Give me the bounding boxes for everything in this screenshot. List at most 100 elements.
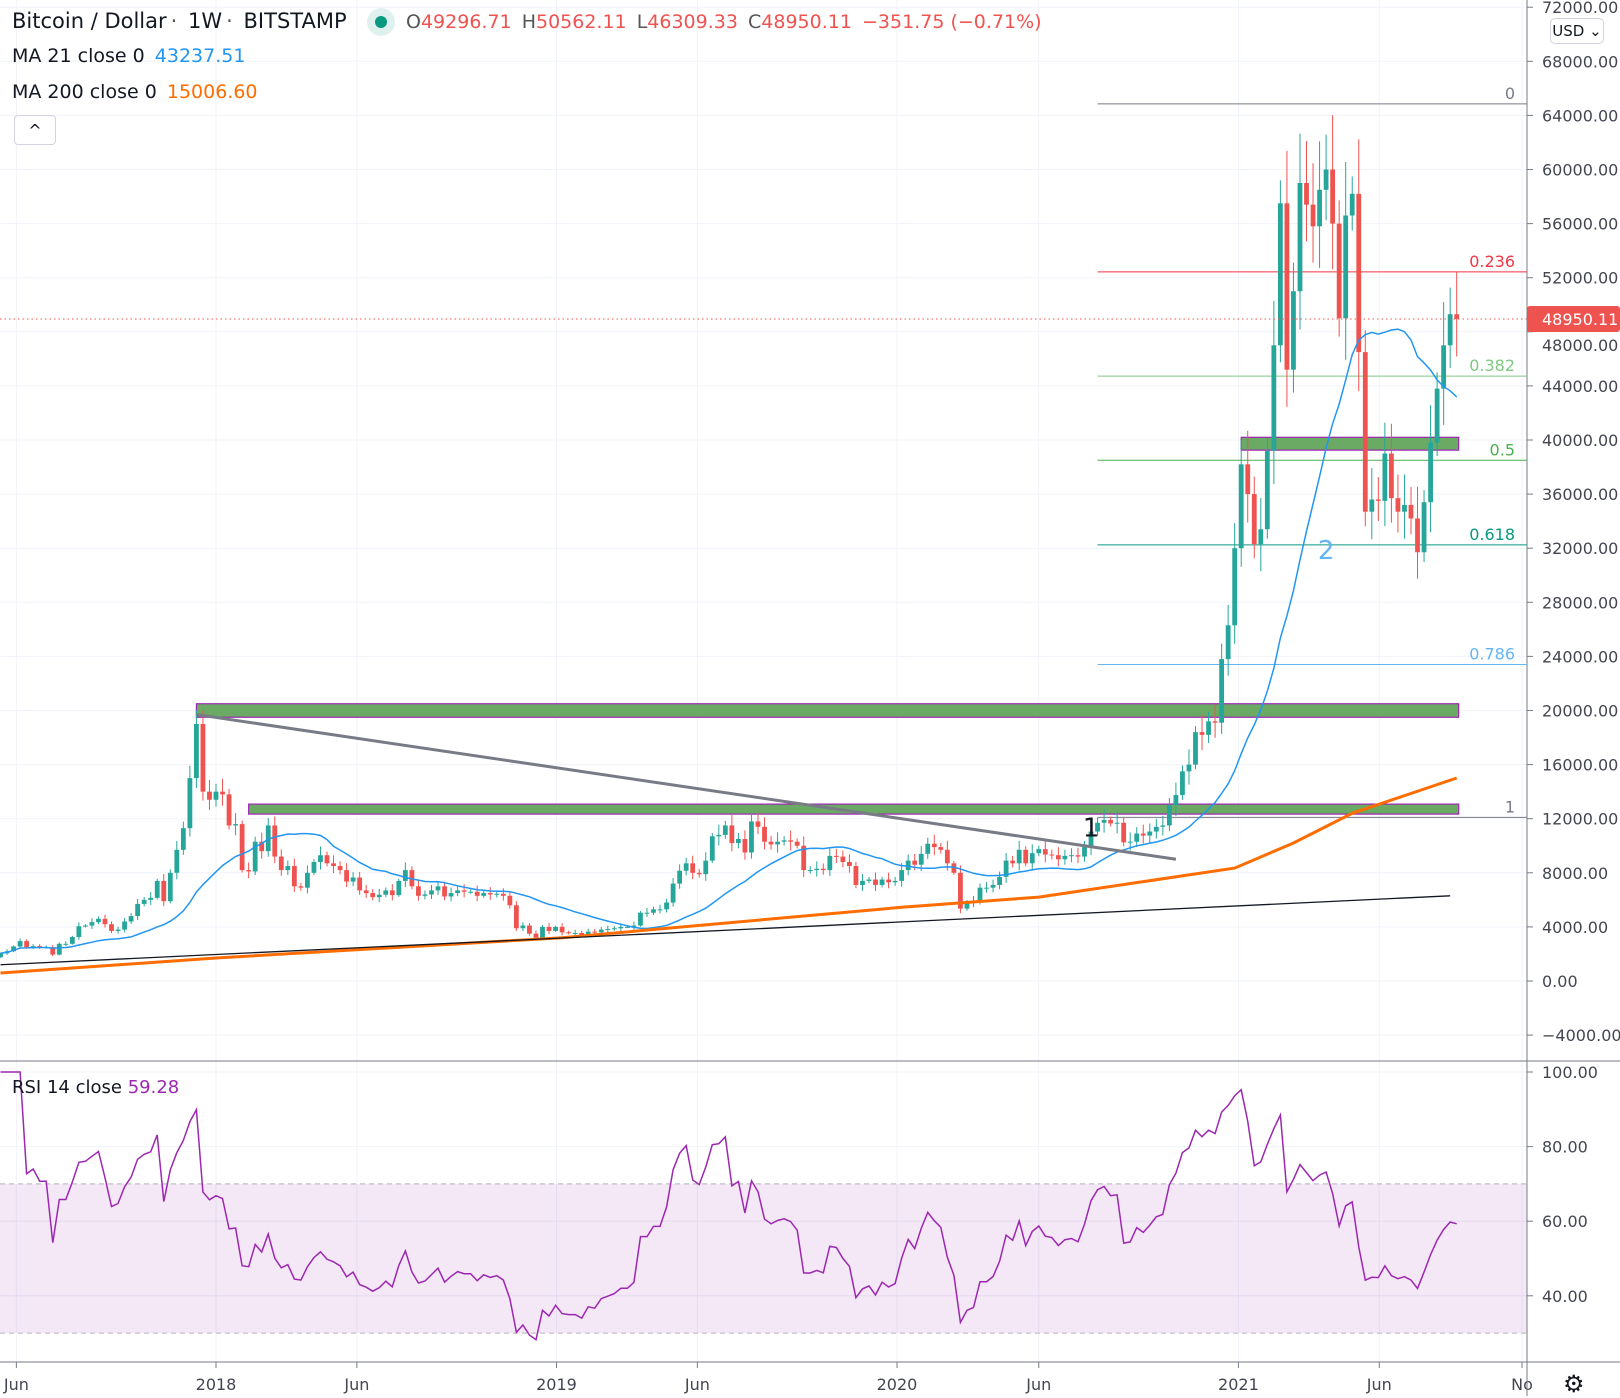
candle-body — [448, 893, 454, 897]
candle-body — [1069, 855, 1074, 857]
candle-body — [1362, 352, 1368, 512]
candle-body — [624, 926, 630, 928]
candle-body — [422, 894, 428, 896]
ma21-value: 43237.51 — [154, 45, 246, 67]
price-tick-label: 56000.00 — [1542, 215, 1618, 234]
candle-body — [755, 821, 761, 827]
candle-body — [1101, 820, 1107, 823]
time-tick-label: 2019 — [536, 1375, 577, 1394]
candle-body — [781, 840, 787, 842]
candle-body — [951, 863, 957, 873]
candle-body — [833, 855, 839, 857]
candle-body — [50, 947, 56, 955]
candle-body — [638, 912, 643, 926]
candle-body — [1219, 659, 1225, 723]
candle-body — [1251, 494, 1257, 545]
candle-body — [494, 893, 500, 895]
candle-body — [1042, 849, 1048, 855]
candle-body — [1212, 721, 1218, 723]
candle-body — [220, 791, 225, 795]
candle-body — [1075, 855, 1081, 857]
ma200-value: 15006.60 — [166, 81, 258, 103]
candle-body — [611, 928, 617, 930]
candle-body — [1023, 849, 1029, 864]
candle-body — [742, 838, 748, 853]
price-tick-label: 48000.00 — [1542, 336, 1618, 355]
rsi-tick-label: 100.00 — [1542, 1063, 1598, 1082]
candle-body — [1199, 732, 1205, 735]
candle-body — [1454, 314, 1460, 319]
high-label: H — [521, 11, 536, 33]
price-tick-label: 64000.00 — [1542, 106, 1618, 125]
candle-body — [311, 861, 317, 873]
candle-body — [109, 924, 114, 931]
candle-body — [1369, 499, 1375, 512]
support-resistance-zone — [248, 803, 1460, 815]
candle-body — [429, 890, 434, 895]
candle-body — [579, 932, 585, 936]
currency-select[interactable]: USD ⌄ — [1550, 18, 1604, 44]
candle-body — [69, 937, 75, 944]
candle-body — [344, 870, 349, 882]
candle-body — [938, 847, 944, 850]
candle-body — [997, 876, 1002, 885]
high-value: 50562.11 — [535, 11, 627, 33]
candle-body — [1277, 203, 1283, 346]
ohlc-values: O49296.71 H50562.11 L46309.33 C48950.11 … — [406, 11, 1046, 33]
candle-body — [1428, 442, 1433, 503]
candle-body — [1088, 831, 1094, 848]
candle-body — [1173, 795, 1179, 806]
candle-body — [847, 861, 852, 867]
rsi-legend[interactable]: RSI 14 close 59.28 — [12, 1077, 179, 1098]
candle-body — [285, 866, 291, 871]
trendline — [0, 895, 1451, 966]
ma200-label: MA 200 close 0 — [12, 81, 157, 103]
candle-body — [520, 925, 526, 929]
time-tick-label: 2020 — [877, 1375, 918, 1394]
candle-body — [546, 926, 552, 931]
candle-body — [455, 890, 461, 894]
candle-body — [840, 856, 846, 862]
ma21-legend[interactable]: MA 21 close 0 43237.51 — [12, 45, 249, 67]
candle-body — [670, 883, 676, 903]
candle-body — [944, 849, 950, 864]
candle-body — [481, 893, 487, 896]
candle-body — [677, 870, 683, 884]
candle-body — [389, 890, 395, 896]
candle-body — [984, 887, 989, 889]
candle-body — [24, 941, 30, 948]
candle-body — [899, 870, 905, 881]
fib-level-label: 0.382 — [1469, 356, 1515, 375]
candle-body — [1434, 388, 1440, 443]
candle-body — [1016, 849, 1022, 864]
price-tick-label: 12000.00 — [1542, 810, 1618, 829]
candle-body — [1062, 855, 1068, 860]
open-value: 49296.71 — [420, 11, 512, 33]
gear-icon[interactable]: ⚙ — [1563, 1370, 1585, 1398]
rsi-label: RSI 14 close — [12, 1077, 122, 1098]
candle-body — [350, 877, 356, 882]
symbol-legend: Bitcoin / Dollar · 1W · BITSTAMP O49296.71… — [12, 8, 1046, 36]
price-tick-label: 60000.00 — [1542, 161, 1618, 180]
ma200-legend[interactable]: MA 200 close 0 15006.60 — [12, 81, 262, 103]
candle-body — [657, 909, 663, 911]
candle-body — [1160, 825, 1166, 827]
candle-body — [56, 943, 62, 955]
candle-body — [1186, 764, 1192, 772]
separator-dot: · — [170, 9, 178, 33]
rsi-tick-label: 80.00 — [1542, 1138, 1588, 1157]
candle-body — [461, 890, 467, 892]
candle-body — [357, 877, 363, 891]
candle-body — [853, 866, 859, 885]
interval[interactable]: 1W — [188, 9, 223, 33]
collapse-legend-button[interactable]: ^ — [14, 115, 56, 145]
ma200-line — [0, 776, 1458, 975]
candle-body — [1166, 805, 1172, 826]
candle-body — [585, 931, 591, 936]
candle-body — [272, 825, 278, 857]
candle-body — [1408, 504, 1414, 519]
price-tick-label: 44000.00 — [1542, 377, 1618, 396]
rsi-line — [0, 1071, 1457, 1341]
price-tick-label: 0.00 — [1542, 972, 1578, 991]
